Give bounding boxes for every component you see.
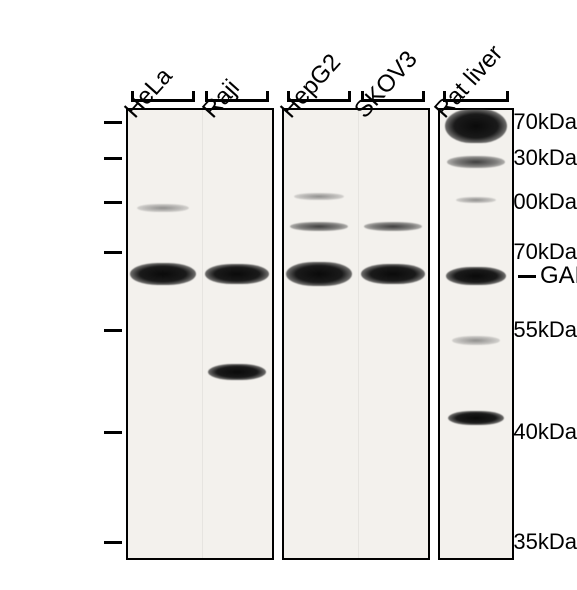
band bbox=[446, 267, 506, 285]
lane-underline-tick bbox=[287, 91, 290, 99]
western-blot-figure: 170kDa130kDa100kDa70kDa55kDa40kDa35kDa H… bbox=[0, 0, 577, 590]
band bbox=[452, 336, 500, 345]
lane-underline-tick bbox=[506, 91, 509, 99]
band bbox=[208, 364, 266, 380]
band bbox=[364, 222, 422, 231]
lane-underline-tick bbox=[361, 91, 364, 99]
target-label: GABPA bbox=[540, 262, 577, 290]
band bbox=[448, 411, 504, 425]
band bbox=[286, 262, 352, 286]
lane-underline-tick bbox=[266, 91, 269, 99]
lane-underline bbox=[205, 99, 269, 102]
mw-tick bbox=[104, 431, 122, 434]
lane-underline bbox=[361, 99, 425, 102]
mw-tick bbox=[104, 329, 122, 332]
blot-panel bbox=[126, 108, 274, 560]
band bbox=[445, 109, 507, 143]
mw-tick bbox=[104, 251, 122, 254]
blot-panel bbox=[282, 108, 430, 560]
band bbox=[447, 156, 505, 168]
mw-tick bbox=[104, 157, 122, 160]
lane-underline bbox=[287, 99, 351, 102]
band bbox=[130, 263, 196, 285]
band bbox=[290, 222, 348, 231]
target-tick bbox=[518, 275, 536, 278]
mw-tick bbox=[104, 121, 122, 124]
lane-divider bbox=[202, 110, 203, 558]
lane-divider bbox=[358, 110, 359, 558]
lane-underline bbox=[443, 99, 509, 102]
lane-underline-tick bbox=[131, 91, 134, 99]
lane-underline-tick bbox=[443, 91, 446, 99]
band bbox=[294, 193, 344, 200]
blot-panel bbox=[438, 108, 514, 560]
lane-underline bbox=[131, 99, 195, 102]
lane-underline-tick bbox=[348, 91, 351, 99]
band bbox=[456, 197, 496, 203]
band bbox=[137, 204, 189, 212]
mw-tick bbox=[104, 541, 122, 544]
band bbox=[361, 264, 425, 284]
band bbox=[205, 264, 269, 284]
lane-underline-tick bbox=[422, 91, 425, 99]
lane-underline-tick bbox=[192, 91, 195, 99]
mw-tick bbox=[104, 201, 122, 204]
lane-underline-tick bbox=[205, 91, 208, 99]
